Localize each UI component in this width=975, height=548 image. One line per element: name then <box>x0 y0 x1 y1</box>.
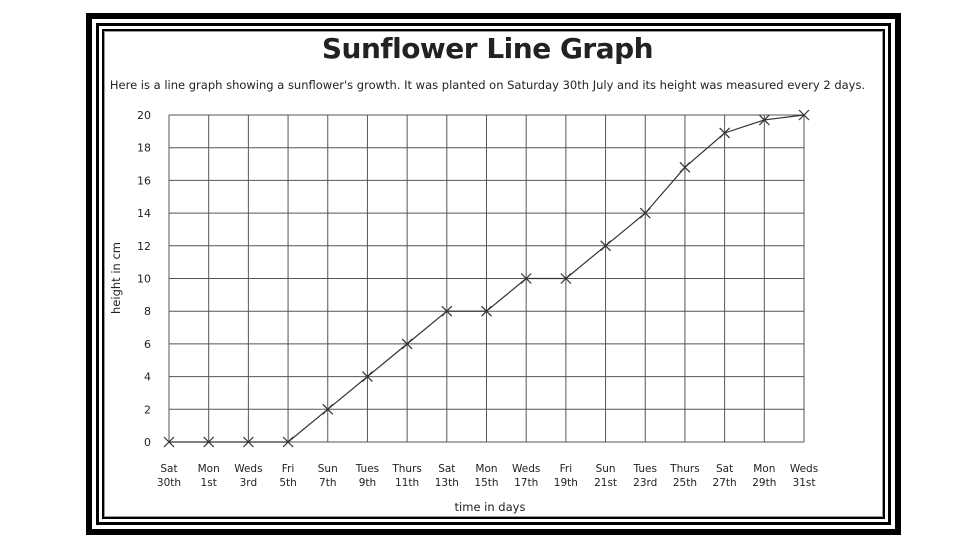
data-point-marker <box>362 371 373 383</box>
chart-grid <box>168 114 805 443</box>
data-point-marker <box>560 273 572 284</box>
x-tick-label: Weds 31st <box>790 463 818 489</box>
y-axis-ticks: 0 2 4 6 8 10 12 14 16 18 20 <box>137 109 151 449</box>
data-point-marker <box>441 305 453 317</box>
x-tick-label: Sun 7th <box>318 463 338 489</box>
data-point-marker <box>401 338 413 350</box>
data-point-marker <box>163 436 175 448</box>
x-tick-label: Sat 27th <box>713 463 737 489</box>
y-tick-label: 4 <box>144 371 151 384</box>
y-tick-label: 8 <box>144 305 151 318</box>
y-tick-label: 0 <box>144 436 151 449</box>
data-point-marker <box>679 161 691 173</box>
frame-content <box>104 31 883 517</box>
data-point-marker <box>639 207 651 219</box>
x-tick-label: Tues 23rd <box>633 463 658 489</box>
data-point-marker <box>520 273 532 284</box>
x-tick-label: Mon 1st <box>198 463 220 489</box>
y-tick-label: 18 <box>137 142 151 155</box>
x-tick-label: Fri 19th <box>554 463 578 489</box>
x-tick-label: Mon 29th <box>752 463 776 489</box>
frame-border <box>96 23 891 525</box>
x-tick-label: Sat 13th <box>435 463 459 489</box>
data-point-marker <box>719 127 731 139</box>
frame-border <box>92 19 895 529</box>
data-point-marker <box>758 114 770 126</box>
y-tick-label: 2 <box>144 403 151 416</box>
data-point-marker <box>600 240 611 252</box>
x-axis-ticks: Sat 30th Mon 1st Weds 3rd Fri 5th Sun 7th Tues 9th T… <box>157 463 818 489</box>
data-point-marker <box>203 436 215 448</box>
x-tick-label: Sat 30th <box>157 463 181 489</box>
data-point-marker <box>798 109 810 121</box>
frame-border <box>99 26 888 522</box>
x-tick-label: Fri 5th <box>279 463 296 489</box>
x-tick-label: Weds 17th <box>512 463 540 489</box>
chart-subtitle: Here is a line graph showing a sunflower… <box>109 78 866 92</box>
chart-title: Sunflower Line Graph <box>321 32 654 65</box>
y-tick-label: 16 <box>137 174 151 187</box>
x-tick-label: Mon 15th <box>474 463 498 489</box>
y-tick-label: 6 <box>144 338 151 351</box>
y-axis-label: height in cm <box>109 242 123 314</box>
data-point-marker <box>242 436 254 448</box>
x-tick-label: Tues 9th <box>355 463 379 489</box>
x-axis-label: time in days <box>455 500 526 514</box>
y-tick-label: 10 <box>137 273 151 286</box>
poster-frame <box>86 13 901 535</box>
data-point-marker <box>322 403 334 415</box>
x-tick-label: Sun 21st <box>594 463 617 489</box>
frame-border <box>102 29 885 519</box>
x-tick-label: Thurs 25th <box>669 463 700 489</box>
series-markers <box>163 109 810 448</box>
y-tick-label: 14 <box>137 207 151 220</box>
y-tick-label: 20 <box>137 109 151 122</box>
data-point-marker <box>481 305 492 317</box>
y-tick-label: 12 <box>137 240 151 253</box>
x-tick-label: Thurs 11th <box>391 463 422 489</box>
data-point-marker <box>282 436 294 448</box>
x-tick-label: Weds 3rd <box>234 463 262 489</box>
